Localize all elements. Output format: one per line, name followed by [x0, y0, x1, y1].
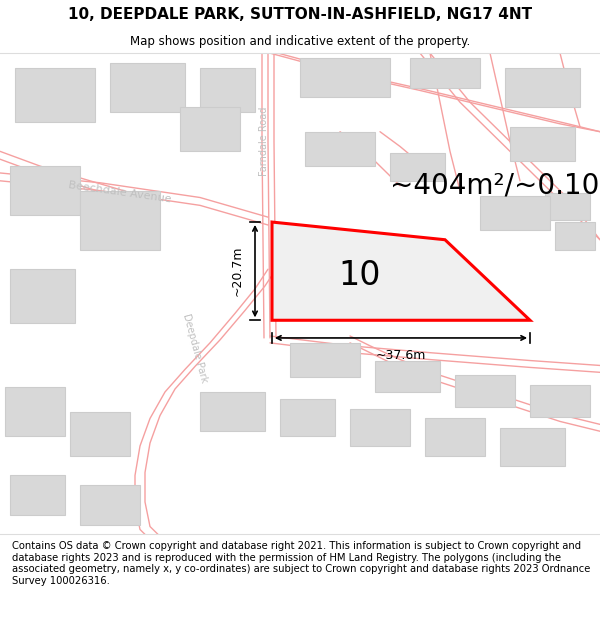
- Text: Farndale Road: Farndale Road: [259, 107, 269, 176]
- Bar: [305, 132, 375, 166]
- Bar: [200, 392, 265, 431]
- Bar: [290, 343, 360, 377]
- Text: Contains OS data © Crown copyright and database right 2021. This information is : Contains OS data © Crown copyright and d…: [12, 541, 590, 586]
- Bar: [15, 68, 95, 122]
- Bar: [555, 222, 595, 249]
- Bar: [200, 68, 255, 112]
- Bar: [280, 399, 335, 436]
- Text: ~404m²/~0.100ac.: ~404m²/~0.100ac.: [390, 172, 600, 200]
- Bar: [300, 58, 390, 98]
- Bar: [10, 476, 65, 515]
- Text: Beechdale Avenue: Beechdale Avenue: [68, 181, 172, 205]
- Bar: [530, 385, 590, 416]
- Bar: [80, 191, 160, 249]
- Bar: [500, 428, 565, 466]
- Bar: [5, 387, 65, 436]
- Bar: [425, 419, 485, 456]
- Bar: [350, 409, 410, 446]
- Text: 10, DEEPDALE PARK, SUTTON-IN-ASHFIELD, NG17 4NT: 10, DEEPDALE PARK, SUTTON-IN-ASHFIELD, N…: [68, 8, 532, 22]
- Text: ~37.6m: ~37.6m: [376, 349, 426, 362]
- Bar: [480, 196, 550, 230]
- Bar: [10, 269, 75, 323]
- Bar: [70, 412, 130, 456]
- Bar: [410, 58, 480, 88]
- Bar: [110, 63, 185, 112]
- Text: Map shows position and indicative extent of the property.: Map shows position and indicative extent…: [130, 35, 470, 48]
- Bar: [390, 153, 445, 181]
- Text: Deepdale Park: Deepdale Park: [181, 312, 209, 383]
- Bar: [455, 375, 515, 407]
- Bar: [510, 127, 575, 161]
- Bar: [80, 485, 140, 524]
- Bar: [505, 68, 580, 107]
- Bar: [375, 361, 440, 392]
- Bar: [10, 166, 80, 215]
- Polygon shape: [272, 222, 530, 320]
- Bar: [180, 107, 240, 151]
- Bar: [545, 192, 590, 220]
- Text: 10: 10: [338, 259, 381, 292]
- Text: ~20.7m: ~20.7m: [230, 246, 244, 296]
